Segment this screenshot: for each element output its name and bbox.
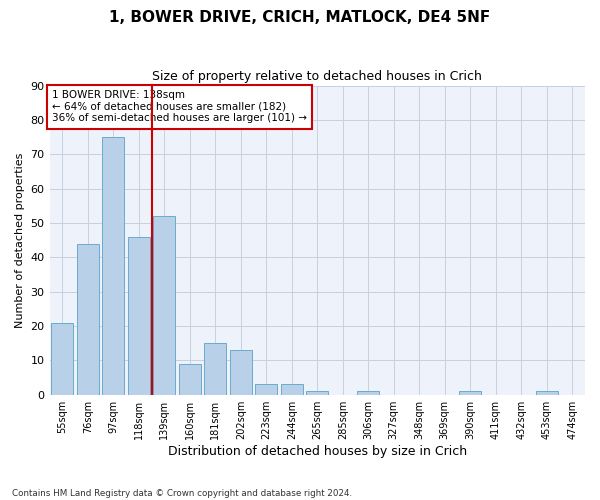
Bar — [52, 322, 73, 394]
Bar — [77, 244, 98, 394]
Bar — [536, 392, 557, 394]
Text: Contains HM Land Registry data © Crown copyright and database right 2024.: Contains HM Land Registry data © Crown c… — [12, 488, 352, 498]
Bar — [103, 137, 124, 394]
Title: Size of property relative to detached houses in Crich: Size of property relative to detached ho… — [152, 70, 482, 83]
X-axis label: Distribution of detached houses by size in Crich: Distribution of detached houses by size … — [168, 444, 467, 458]
Bar — [307, 392, 328, 394]
Bar — [281, 384, 302, 394]
Bar — [460, 392, 481, 394]
Text: 1 BOWER DRIVE: 138sqm
← 64% of detached houses are smaller (182)
36% of semi-det: 1 BOWER DRIVE: 138sqm ← 64% of detached … — [52, 90, 307, 124]
Bar — [128, 236, 149, 394]
Bar — [256, 384, 277, 394]
Bar — [205, 343, 226, 394]
Bar — [179, 364, 200, 394]
Y-axis label: Number of detached properties: Number of detached properties — [15, 152, 25, 328]
Bar — [358, 392, 379, 394]
Bar — [230, 350, 251, 395]
Text: 1, BOWER DRIVE, CRICH, MATLOCK, DE4 5NF: 1, BOWER DRIVE, CRICH, MATLOCK, DE4 5NF — [109, 10, 491, 25]
Bar — [154, 216, 175, 394]
